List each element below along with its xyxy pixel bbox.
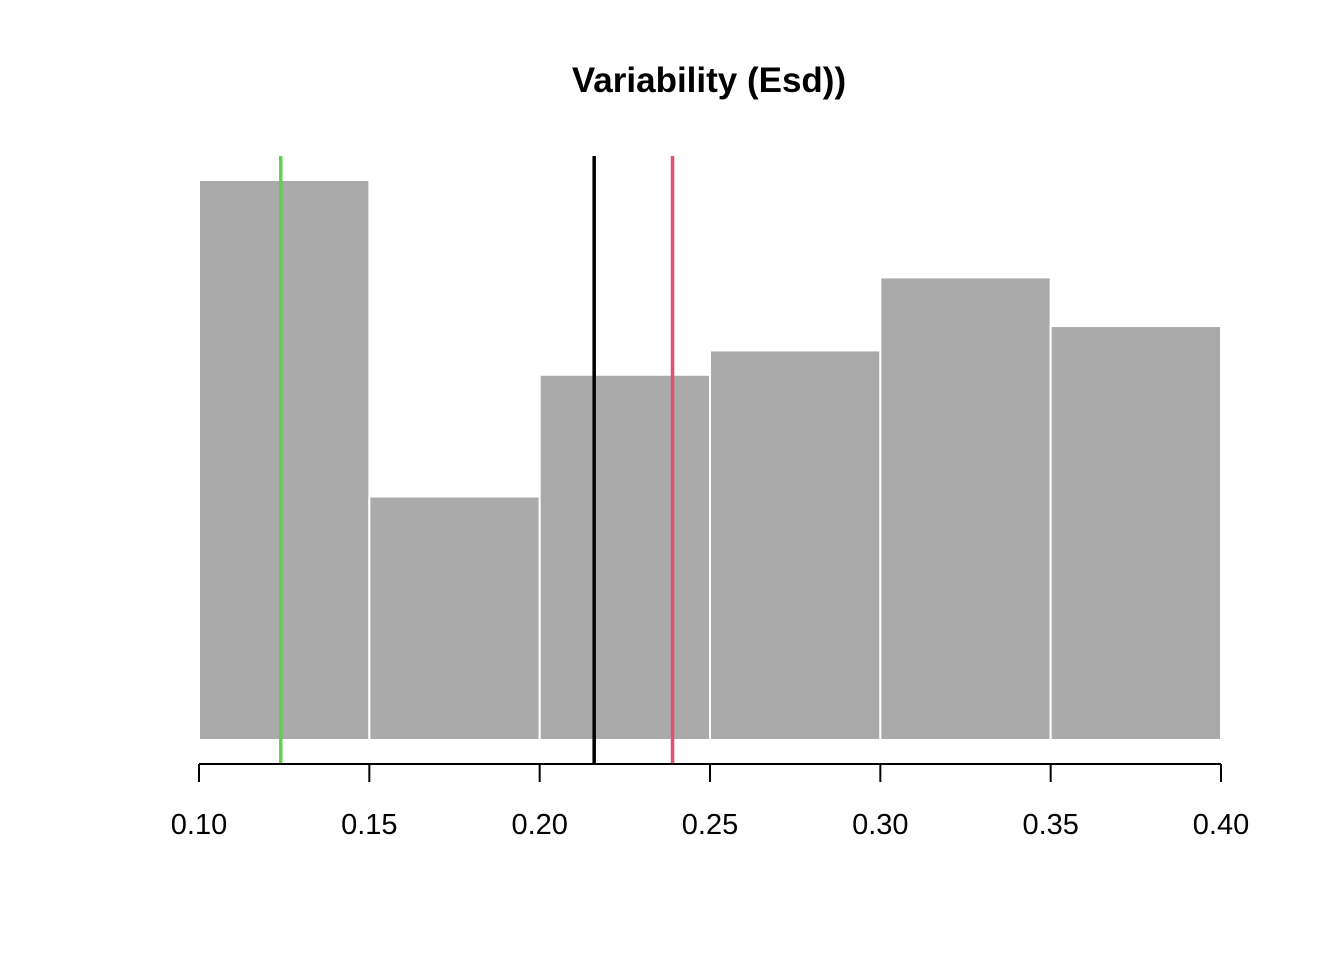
x-tick-label: 0.25: [682, 809, 738, 841]
reference-lines-layer: [279, 156, 675, 764]
histogram-bar-2: [368, 495, 541, 741]
histogram-bar-3: [538, 373, 712, 741]
x-axis: 0.10 0.15 0.20 0.25 0.30 0.35 0.40: [171, 763, 1249, 841]
x-tick-label: 0.30: [852, 809, 908, 841]
x-tick-label: 0.35: [1022, 809, 1078, 841]
x-tick-label: 0.10: [171, 809, 227, 841]
x-tick-label: 0.15: [341, 809, 397, 841]
histogram-bar-5: [879, 276, 1052, 741]
x-tick-label: 0.40: [1193, 809, 1249, 841]
histogram-bar-4: [709, 349, 882, 741]
chart-title: Variability (Esd)): [572, 61, 846, 100]
histogram-bar-1: [198, 179, 371, 741]
bars-layer: [198, 179, 1222, 741]
histogram-bar-6: [1049, 325, 1222, 741]
x-tick-label: 0.20: [511, 809, 567, 841]
